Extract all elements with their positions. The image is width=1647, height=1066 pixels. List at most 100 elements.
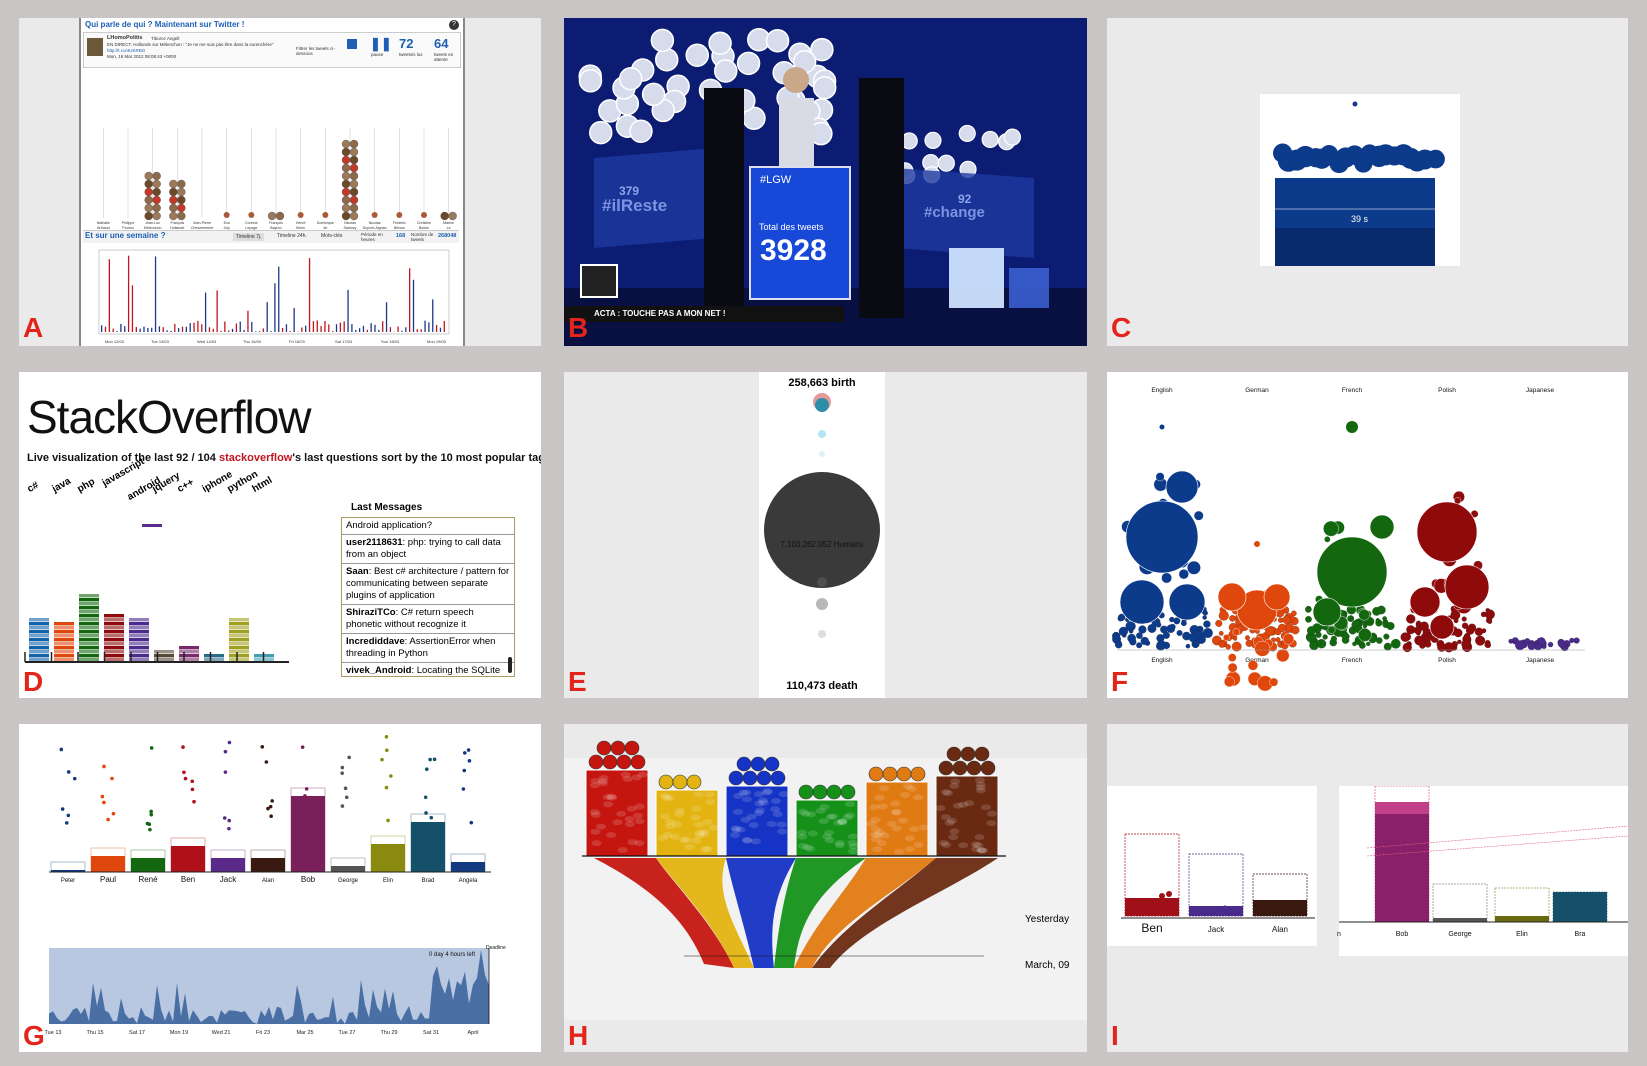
small-bubble xyxy=(1557,639,1566,648)
candy xyxy=(904,835,915,842)
photo-bubble xyxy=(618,66,643,91)
stacked-bar-segment xyxy=(104,646,124,650)
message-item[interactable]: Incrediddave: AssertionError when thread… xyxy=(342,634,514,663)
timeline-bar xyxy=(305,325,307,332)
candy xyxy=(770,806,781,813)
candy xyxy=(758,799,769,806)
falling-dot xyxy=(343,786,348,791)
candy xyxy=(694,832,705,839)
timeline-bar xyxy=(201,324,203,332)
bubble xyxy=(1223,676,1235,688)
bar xyxy=(251,858,285,872)
scrollbar[interactable] xyxy=(508,657,512,673)
message-item[interactable]: Android application? xyxy=(342,518,514,535)
stacked-bar-segment xyxy=(129,654,149,658)
candy xyxy=(975,784,986,791)
candidate-name: Dupont-Aignan xyxy=(363,226,387,230)
small-bubble xyxy=(1515,640,1525,651)
photo-bubble xyxy=(578,69,603,93)
bubble xyxy=(1178,569,1189,580)
tag-label[interactable]: php xyxy=(75,476,97,495)
timeline-bar xyxy=(139,328,141,332)
candy xyxy=(665,818,676,825)
tab-timeline-24h[interactable]: Timeline 24h. xyxy=(277,233,307,239)
person-label: Bob xyxy=(1396,931,1409,938)
tag-label[interactable]: jquery xyxy=(150,470,182,495)
candy xyxy=(869,831,880,838)
stacked-bar-segment xyxy=(79,594,99,598)
x-tick-label: Sat 17 xyxy=(129,1030,145,1036)
stacked-bar-segment xyxy=(179,650,199,654)
tag-label[interactable]: java xyxy=(50,475,73,495)
large-bubble xyxy=(1217,582,1247,612)
tweet-link[interactable]: http://t.co/4UKRBG xyxy=(107,48,146,53)
small-bubble xyxy=(1386,621,1395,631)
help-button[interactable]: ? xyxy=(449,20,459,30)
small-bubble xyxy=(1136,642,1143,649)
bubble xyxy=(1232,628,1241,636)
stacked-bar-segment xyxy=(129,658,149,662)
bubble xyxy=(1193,510,1204,521)
language-label: French xyxy=(1342,387,1363,394)
last-messages-title: Last Messages xyxy=(351,502,423,513)
humans-label: 7,103,262,052 Humans xyxy=(780,540,864,549)
candy-top xyxy=(588,754,604,770)
candy xyxy=(986,820,997,827)
tweet-header-bar xyxy=(83,32,461,68)
candidate-name: François xyxy=(170,221,184,225)
tag-label[interactable]: c# xyxy=(25,479,41,495)
stacked-bar-segment xyxy=(104,622,124,626)
timeline-bar xyxy=(216,290,218,332)
last-messages-list[interactable]: Android application? user2118631: php: tr… xyxy=(341,517,515,677)
tab-keywords[interactable]: Mots-clés xyxy=(321,233,343,239)
filter-input[interactable]: Filtrer les tweets ci-dessous xyxy=(296,46,335,56)
candy xyxy=(778,791,789,798)
candy xyxy=(904,846,915,853)
candy xyxy=(944,819,955,826)
small-bubble xyxy=(1573,637,1580,644)
timeline-bar xyxy=(355,329,357,332)
falling-dot xyxy=(148,827,152,832)
candy xyxy=(748,822,759,829)
falling-dot xyxy=(432,757,437,762)
stacked-bar-segment xyxy=(79,654,99,658)
timeline-bar xyxy=(247,310,249,332)
message-item[interactable]: Saan: Best c# architecture / pattern for… xyxy=(342,564,514,605)
timeline-bar xyxy=(255,331,257,332)
candy-top xyxy=(826,784,842,800)
person-label: Alan xyxy=(1272,925,1288,934)
stacked-bar-segment xyxy=(29,622,49,626)
candy xyxy=(876,840,887,847)
message-item[interactable]: user2118631: php: trying to call data fr… xyxy=(342,535,514,564)
stacked-bar-segment xyxy=(79,630,99,634)
candy xyxy=(897,817,908,824)
language-bubble-chart: English English German German French French Po… xyxy=(1112,387,1585,692)
candy xyxy=(834,840,845,847)
falling-dot xyxy=(424,767,429,772)
falling-dot xyxy=(190,787,195,792)
stacked-bar-segment xyxy=(29,654,49,658)
bubble xyxy=(1227,653,1237,662)
tweet-user[interactable]: LHomoPolitis xyxy=(107,35,143,41)
candy xyxy=(836,819,847,826)
pause-button[interactable]: ❚❚ xyxy=(370,36,392,51)
bar xyxy=(1253,900,1307,916)
message-item[interactable]: ShiraziTCo: C# return speech phonetic wi… xyxy=(342,605,514,634)
tab-timeline-7d[interactable]: Timeline 7j. xyxy=(233,233,265,241)
avatar-bubble xyxy=(177,195,186,205)
falling-dot xyxy=(340,771,344,775)
page-title: Qui parle de qui ? Maintenant sur Twitte… xyxy=(85,20,245,29)
small-bubble xyxy=(1406,625,1416,635)
stacked-bar-segment xyxy=(79,614,99,618)
candidate-name: François xyxy=(269,221,283,225)
language-label: Polish xyxy=(1438,657,1456,664)
play-button[interactable] xyxy=(347,39,357,49)
x-tick-label: Wed 21 xyxy=(212,1030,231,1036)
stackoverflow-link[interactable]: stackoverflow xyxy=(218,452,293,464)
message-item[interactable]: vivek_Android: Locating the SQLite DB fi… xyxy=(342,663,514,676)
candy xyxy=(693,791,704,798)
photo-bubble xyxy=(736,51,761,76)
candy xyxy=(598,775,609,782)
candy xyxy=(754,800,765,807)
candy xyxy=(741,789,752,796)
